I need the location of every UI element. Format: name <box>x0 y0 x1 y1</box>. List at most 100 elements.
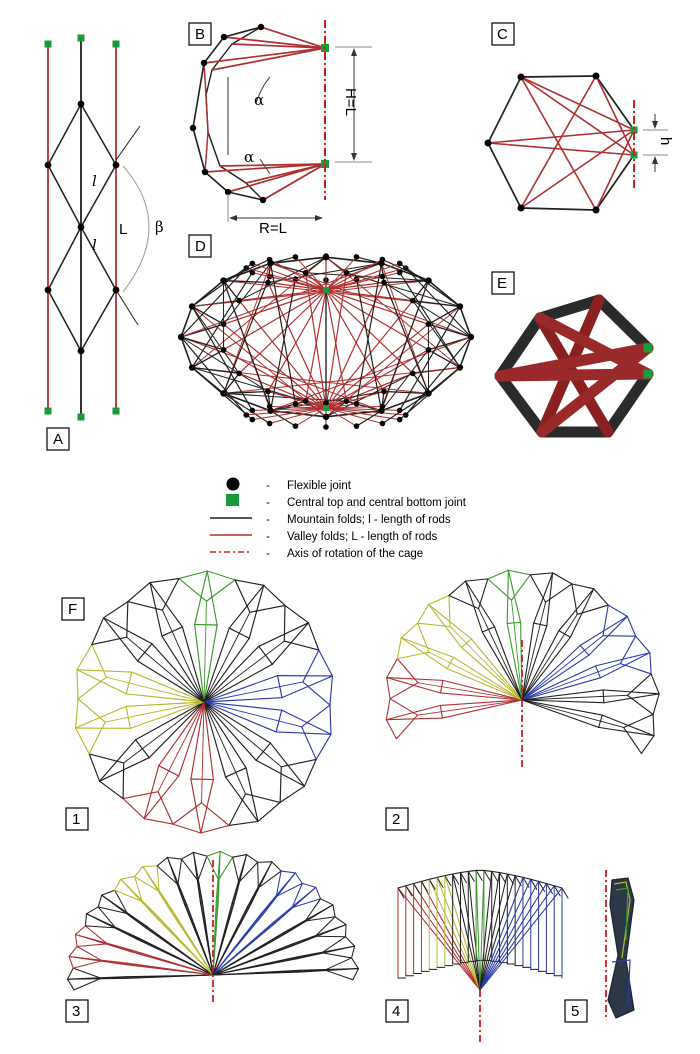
panel-c-label: C <box>497 26 508 43</box>
h-arrow-top <box>652 121 658 129</box>
fold-rod <box>134 875 160 893</box>
fold-rod <box>203 697 283 703</box>
fold-rod <box>127 913 214 976</box>
fold-rod <box>446 668 523 701</box>
fold-rod <box>400 637 448 670</box>
fold-rod <box>507 569 522 623</box>
fold-rod <box>292 924 347 947</box>
fold-rod <box>626 615 637 637</box>
fold-rod <box>320 898 334 906</box>
fold-rod <box>284 604 309 624</box>
mountain-rod <box>47 103 82 166</box>
fold-rod <box>68 955 74 969</box>
fold-rod <box>506 622 523 701</box>
fold-rod <box>181 858 199 882</box>
fold-rod <box>122 762 125 800</box>
fold-rod <box>521 625 548 701</box>
legend-dash: - <box>266 548 270 560</box>
fold-rod <box>76 669 127 695</box>
flexible-joint <box>302 398 309 405</box>
legend-text-flexible-joint: Flexible joint <box>287 480 352 492</box>
fold-rod <box>238 861 259 883</box>
fold-rod <box>284 904 334 935</box>
valley-rod <box>325 407 401 411</box>
mountain-rod <box>459 336 472 369</box>
flexible-joint <box>353 423 360 429</box>
flexible-joint <box>265 279 271 286</box>
flexible-joint <box>343 398 350 405</box>
valley-rod <box>238 372 327 409</box>
flexible-joint <box>292 401 299 407</box>
fold-rod <box>203 701 277 733</box>
fold-rod <box>203 701 272 744</box>
panel-e: E <box>491 271 654 438</box>
fold-rod <box>106 943 214 976</box>
fold-rod <box>233 854 248 904</box>
fold-rod <box>101 889 116 896</box>
mountain-rod <box>211 43 233 71</box>
fold-rod <box>444 873 454 877</box>
valley-rod <box>325 272 347 291</box>
mountain-rod <box>192 62 205 129</box>
flexible-joint <box>517 73 525 81</box>
flexible-joint <box>322 413 330 420</box>
fold-rod <box>172 823 202 834</box>
fold-rod <box>217 850 221 902</box>
fold-rod <box>201 701 205 804</box>
valley-rod <box>294 256 327 291</box>
flexible-joint <box>323 400 329 406</box>
fold-rod <box>481 631 523 701</box>
fold-rod <box>203 701 303 728</box>
mountain-rod <box>383 282 472 338</box>
beta-tick-top <box>115 125 141 161</box>
state-2-drawing <box>385 569 660 770</box>
flexible-joint <box>266 420 273 427</box>
fold-rod <box>479 878 532 991</box>
fold-rod <box>301 704 331 728</box>
fold-rod <box>143 765 160 820</box>
fold-rod <box>594 652 651 667</box>
mountain-rod <box>595 154 635 211</box>
mountain-rod <box>191 305 225 325</box>
fold-rod <box>318 649 334 677</box>
fold-rod <box>521 622 535 701</box>
flexible-joint <box>467 333 475 341</box>
fold-rod <box>441 699 523 719</box>
fold-rod <box>232 856 240 883</box>
fold-rod <box>479 873 508 991</box>
fold-rod <box>479 870 493 991</box>
fold-rod <box>299 968 359 973</box>
valley-rod <box>269 407 327 424</box>
mountain-rod <box>231 26 262 45</box>
mountain-rod <box>269 256 297 264</box>
panel-b-label: B <box>195 26 205 43</box>
fold-rod <box>521 665 597 701</box>
fold-rod <box>258 622 309 647</box>
mountain-rod <box>180 267 247 338</box>
fold-rod <box>514 875 524 878</box>
fold-rod <box>203 611 251 703</box>
fold-rod <box>601 714 655 737</box>
valley-rod <box>325 323 429 409</box>
fold-rod <box>68 955 128 964</box>
fold-rod <box>448 580 467 597</box>
mountain-rod <box>80 103 117 166</box>
fold-rod <box>428 876 438 880</box>
fold-rod <box>417 603 430 624</box>
flexible-joint <box>249 416 256 423</box>
central-joint <box>643 369 653 379</box>
mountain-bar <box>534 294 605 324</box>
flexible-joint <box>236 297 242 304</box>
fold-rod <box>280 870 296 874</box>
flexible-joint <box>201 168 209 176</box>
r-dim-arrow-left <box>229 215 237 221</box>
mountain-rod <box>355 262 383 405</box>
fold-rod <box>332 904 336 918</box>
fold-rod <box>385 704 441 721</box>
flexible-joint <box>77 100 85 108</box>
fold-rod <box>475 869 483 881</box>
flexible-joint <box>77 223 85 231</box>
fold-rod <box>459 872 467 884</box>
fold-rod <box>464 580 496 628</box>
